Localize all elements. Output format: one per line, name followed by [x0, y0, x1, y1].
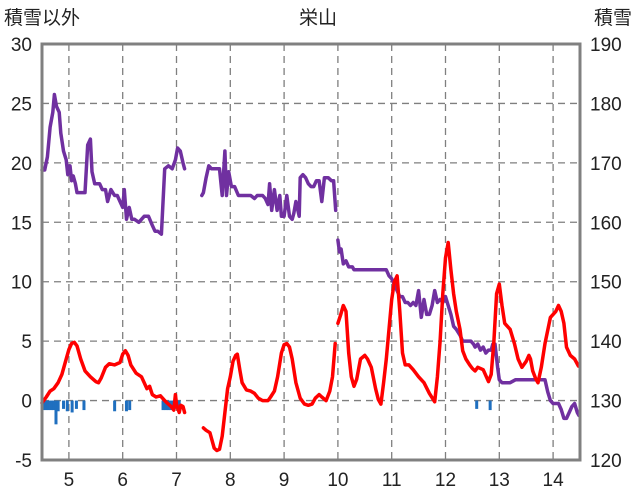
x-tick-label: 5 — [64, 470, 75, 491]
precipitation-bar-3 — [49, 400, 53, 411]
precipitation-bar-22 — [475, 400, 479, 409]
right-axis-label: 積雪 — [594, 7, 632, 29]
left-tick-label: 0 — [21, 392, 32, 413]
left-tick-label: 20 — [11, 154, 32, 175]
x-tick-label: 8 — [225, 470, 236, 491]
right-axis-ticks: 190 180 170 160 150 140 130 120 — [590, 35, 622, 472]
right-tick-label: 180 — [590, 94, 622, 115]
precipitation-bar-5 — [54, 400, 58, 425]
precipitation-bar-10 — [74, 400, 78, 409]
x-axis-ticks: 5 6 7 8 9 10 11 12 13 14 — [64, 470, 564, 491]
precipitation-bar-15 — [161, 400, 165, 411]
series-lines — [40, 92, 581, 453]
precipitation-bar-12 — [113, 400, 117, 412]
precipitation-bar-9 — [70, 400, 74, 413]
precipitation-bar-4 — [52, 400, 56, 411]
left-tick-label: 10 — [11, 273, 32, 294]
left-tick-label: 15 — [11, 213, 32, 234]
x-tick-label: 7 — [171, 470, 182, 491]
right-tick-label: 140 — [590, 332, 622, 353]
x-tick-label: 13 — [489, 470, 510, 491]
plot-frame — [40, 42, 582, 462]
precipitation-bar-16 — [164, 400, 168, 411]
precipitation-bars — [41, 400, 492, 425]
precipitation-bar-13 — [124, 400, 128, 412]
precipitation-bar-14 — [128, 400, 132, 411]
precipitation-bar-6 — [56, 400, 60, 412]
chart-title: 栄山 — [299, 7, 337, 29]
x-tick-label: 10 — [327, 470, 348, 491]
snow-line-segment-2 — [336, 238, 581, 421]
x-tick-label: 9 — [279, 470, 290, 491]
right-tick-label: 120 — [590, 451, 622, 472]
left-tick-label: -5 — [15, 451, 32, 472]
x-tick-label: 14 — [543, 470, 565, 491]
right-tick-label: 170 — [590, 154, 622, 175]
temperature-line-segment-2 — [336, 240, 581, 406]
left-tick-label: 30 — [11, 35, 32, 56]
precipitation-bar-21 — [177, 400, 181, 408]
precipitation-bar-1 — [44, 400, 48, 411]
temperature-line-segment-1 — [201, 341, 337, 453]
right-tick-label: 160 — [590, 213, 622, 234]
x-tick-label: 6 — [117, 470, 128, 491]
right-tick-label: 190 — [590, 35, 622, 56]
left-tick-label: 5 — [21, 332, 32, 353]
precipitation-bar-2 — [46, 400, 50, 411]
left-tick-label: 25 — [11, 94, 32, 115]
x-tick-label: 11 — [382, 470, 402, 491]
x-tick-label: 12 — [435, 470, 456, 491]
snow-line-segment-1 — [200, 149, 338, 222]
precipitation-bar-8 — [65, 400, 69, 412]
precipitation-bar-23 — [488, 400, 492, 411]
temperature-line-segment-0 — [40, 340, 187, 415]
precipitation-bar-11 — [82, 400, 86, 411]
gridlines — [42, 44, 580, 460]
left-axis-label: 積雪以外 — [4, 7, 80, 29]
right-tick-label: 130 — [590, 392, 622, 413]
snow-line-segment-0 — [40, 92, 187, 236]
left-axis-ticks: 30 25 20 15 10 5 0 -5 — [11, 35, 32, 472]
right-tick-label: 150 — [590, 273, 622, 294]
precipitation-bar-7 — [62, 400, 66, 409]
